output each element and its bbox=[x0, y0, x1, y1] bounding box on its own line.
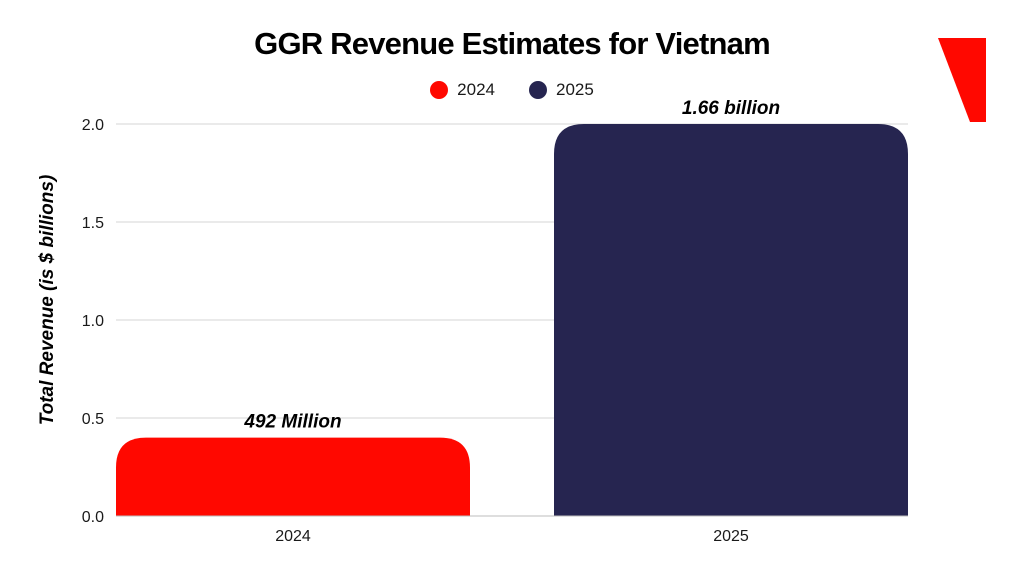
legend-label-2025: 2025 bbox=[556, 80, 594, 99]
legend-label-2024: 2024 bbox=[457, 80, 495, 99]
data-label: 492 Million bbox=[243, 412, 341, 433]
legend-swatch-2025 bbox=[529, 81, 547, 99]
y-tick-label: 1.5 bbox=[82, 215, 104, 232]
legend: 2024 2025 bbox=[0, 80, 1024, 100]
bar bbox=[116, 437, 470, 516]
data-label: 1.66 billion bbox=[682, 98, 780, 119]
brand-logo-icon bbox=[938, 38, 986, 122]
y-tick-label: 2.0 bbox=[82, 117, 104, 134]
x-tick-label: 2025 bbox=[713, 528, 749, 545]
bar bbox=[554, 124, 908, 516]
y-tick-label: 1.0 bbox=[82, 313, 104, 330]
y-tick-label: 0.5 bbox=[82, 411, 104, 428]
x-tick-label: 2024 bbox=[275, 528, 311, 545]
legend-swatch-2024 bbox=[430, 81, 449, 99]
y-tick-label: 0.0 bbox=[82, 509, 104, 526]
legend-item-2025[interactable]: 2025 bbox=[529, 80, 594, 100]
chart-title: GGR Revenue Estimates for Vietnam bbox=[254, 26, 771, 61]
legend-item-2024[interactable]: 2024 bbox=[430, 80, 495, 100]
